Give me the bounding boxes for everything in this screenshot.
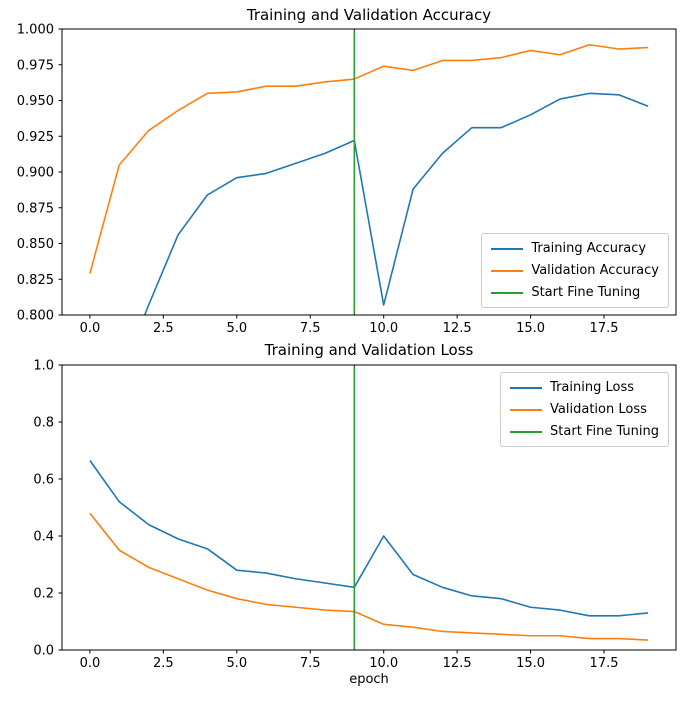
svg-text:0.4: 0.4 [33,530,54,545]
svg-text:0.0: 0.0 [33,644,54,659]
loss-legend: Training Loss Validation Loss Start Fine… [500,372,669,447]
svg-text:0.8: 0.8 [33,416,54,431]
svg-text:0.825: 0.825 [17,273,54,288]
svg-text:0.900: 0.900 [17,166,54,181]
svg-text:0.850: 0.850 [17,237,54,252]
legend-item-training-accuracy: Training Accuracy [491,241,659,256]
legend-label-start-fine-tuning: Start Fine Tuning [531,285,641,300]
svg-text:12.5: 12.5 [443,321,472,336]
svg-text:15.0: 15.0 [516,656,545,671]
svg-text:0.925: 0.925 [17,130,54,145]
legend-label-training-loss: Training Loss [550,380,634,395]
legend-label-training-accuracy: Training Accuracy [531,241,647,256]
training-loss-line-swatch [510,386,543,389]
svg-text:0.975: 0.975 [17,58,54,73]
svg-text:0.2: 0.2 [33,587,54,602]
svg-text:0.0: 0.0 [80,656,101,671]
legend-label-start-fine-tuning-loss: Start Fine Tuning [550,424,659,439]
start-fine-tuning-line-swatch [491,291,524,294]
validation-loss-line-swatch [510,408,543,411]
svg-text:7.5: 7.5 [300,321,321,336]
svg-text:10.0: 10.0 [369,321,398,336]
svg-text:5.0: 5.0 [226,656,247,671]
svg-text:0.950: 0.950 [17,94,54,109]
legend-item-validation-accuracy: Validation Accuracy [491,263,659,278]
legend-item-start-fine-tuning: Start Fine Tuning [491,285,659,300]
start-fine-tuning-line-swatch [510,430,543,433]
legend-item-training-loss: Training Loss [510,380,659,395]
legend-label-validation-accuracy: Validation Accuracy [531,263,659,278]
svg-text:15.0: 15.0 [516,321,545,336]
svg-text:2.5: 2.5 [153,656,174,671]
accuracy-chart-title: Training and Validation Accuracy [246,6,492,24]
svg-text:0.0: 0.0 [80,321,101,336]
svg-text:1.000: 1.000 [17,23,54,38]
svg-text:7.5: 7.5 [300,656,321,671]
validation-accuracy-line-swatch [491,269,524,272]
legend-label-validation-loss: Validation Loss [550,402,647,417]
svg-text:0.6: 0.6 [33,473,54,488]
svg-text:0.875: 0.875 [17,201,54,216]
svg-text:1.0: 1.0 [33,359,54,374]
legend-item-start-fine-tuning-loss: Start Fine Tuning [510,424,659,439]
svg-text:10.0: 10.0 [369,656,398,671]
svg-text:17.5: 17.5 [590,321,619,336]
svg-text:epoch: epoch [349,672,389,687]
accuracy-legend: Training Accuracy Validation Accuracy St… [481,233,669,308]
svg-text:2.5: 2.5 [153,321,174,336]
legend-item-validation-loss: Validation Loss [510,402,659,417]
svg-text:12.5: 12.5 [443,656,472,671]
svg-text:5.0: 5.0 [226,321,247,336]
training-accuracy-line-swatch [491,247,524,250]
svg-text:17.5: 17.5 [590,656,619,671]
loss-chart-title: Training and Validation Loss [264,341,474,359]
svg-text:0.800: 0.800 [17,309,54,324]
